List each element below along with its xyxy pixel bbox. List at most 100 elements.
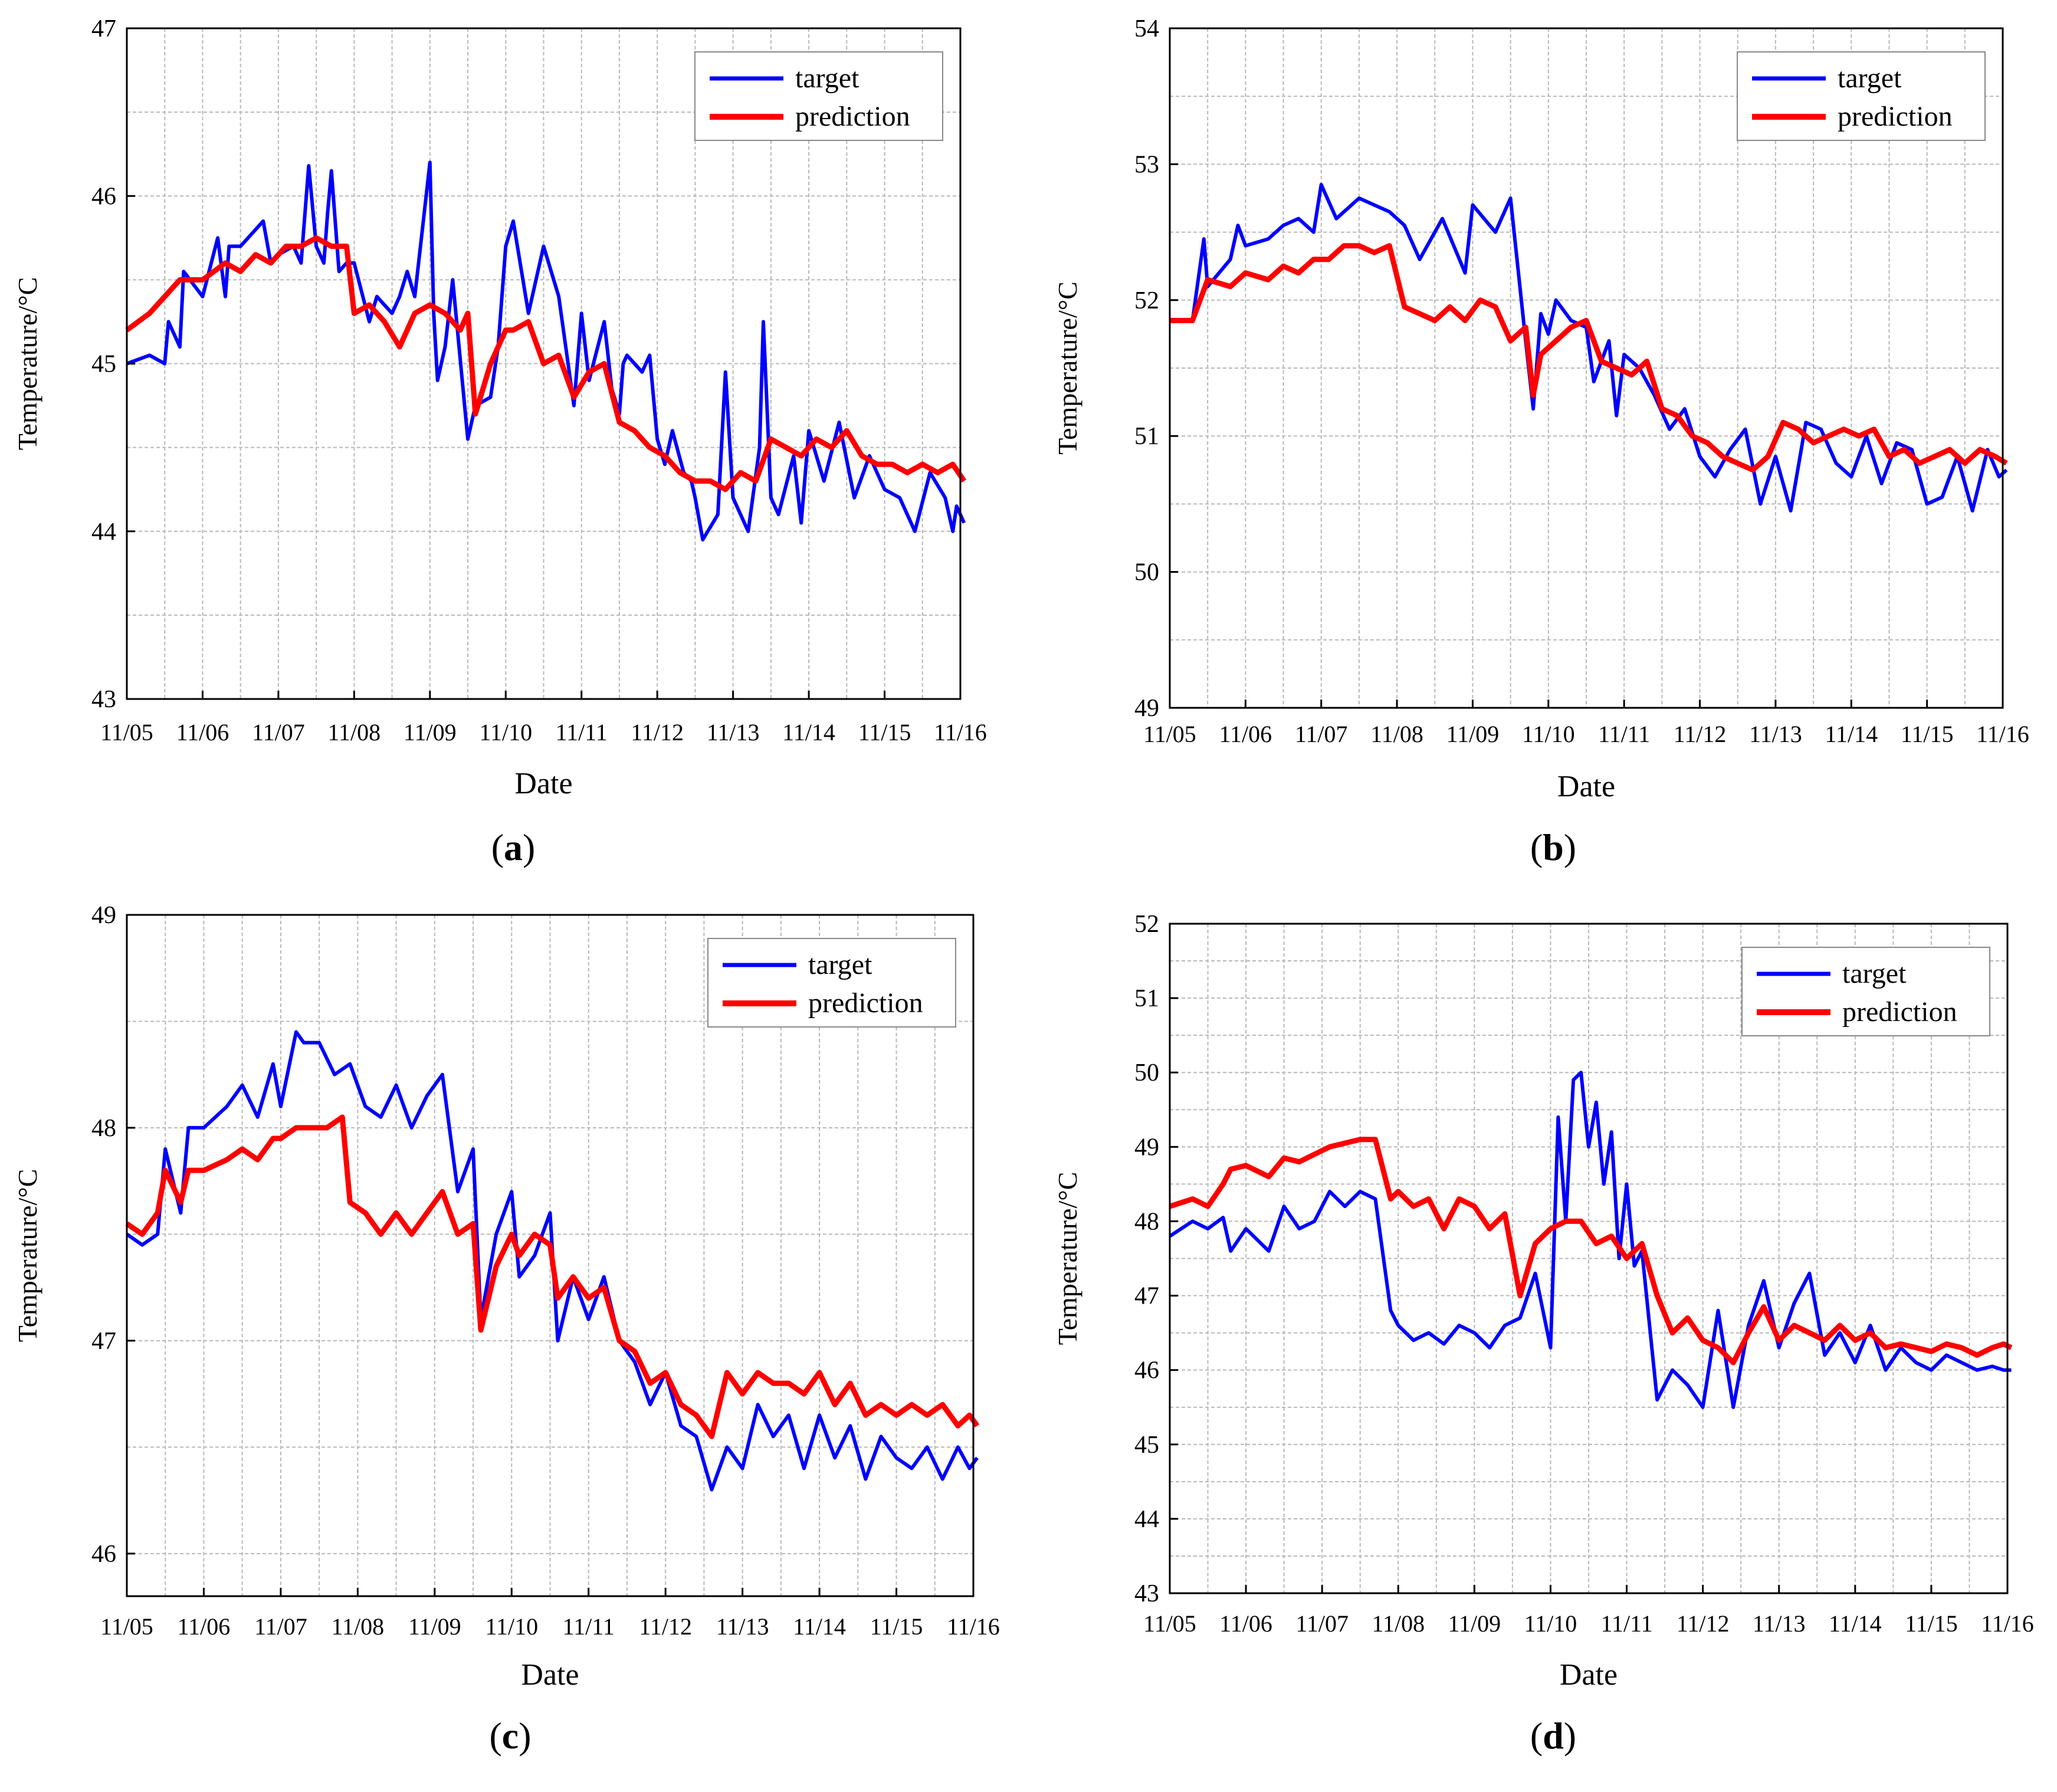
y-tick-label: 54	[1134, 15, 1159, 42]
x-tick-label: 11/15	[1905, 1610, 1958, 1637]
x-tick-label: 11/16	[1981, 1610, 2034, 1637]
x-tick-label: 11/14	[1825, 721, 1878, 747]
x-axis-label: Date	[514, 767, 572, 800]
y-tick-label: 44	[1134, 1506, 1159, 1533]
y-axis-label: Temperature/°C	[1052, 1172, 1082, 1345]
y-tick-label: 45	[91, 351, 116, 378]
chart-panel-c: 46 47 48 49 11/05 11/06 11/07 11/08 11/09 11/10 11…	[0, 894, 1028, 1789]
series-line-prediction	[1170, 243, 2008, 473]
y-tick-label: 50	[1134, 1059, 1159, 1087]
y-tick-label: 51	[1134, 985, 1159, 1012]
x-tick-label: 11/14	[793, 1613, 846, 1640]
x-tick-label: 11/10	[1524, 1610, 1577, 1637]
x-axis-label: Date	[521, 1658, 579, 1692]
y-tick-label: 46	[91, 183, 116, 210]
y-tick-label: 43	[91, 686, 116, 713]
x-tick-label: 11/14	[782, 719, 835, 746]
x-tick-label: 11/09	[408, 1613, 461, 1640]
panel-letter: c	[501, 1715, 519, 1757]
x-tick-label: 11/10	[1522, 721, 1575, 747]
y-tick-label: 51	[1134, 423, 1159, 450]
y-tick-label: 52	[1134, 911, 1159, 938]
x-tick-label: 11/15	[858, 719, 911, 746]
x-tick-label: 11/13	[716, 1613, 769, 1640]
legend-prediction-label: prediction	[1842, 996, 1957, 1028]
y-tick-label: 47	[91, 15, 116, 42]
panel-caption: (d)	[1530, 1715, 1577, 1757]
x-tick-label: 11/09	[403, 719, 457, 746]
x-tick-label: 11/05	[1143, 721, 1196, 747]
chart-a-svg: 43 44 45 46 47 11/05 11/06 11/07 11/08 11/09 11/10…	[12, 15, 987, 800]
x-tick-label: 11/06	[178, 1613, 231, 1640]
x-tick-label: 11/12	[639, 1613, 692, 1640]
x-tick-label: 11/10	[479, 719, 532, 746]
y-tick-label: 52	[1134, 287, 1159, 314]
series-line-target	[126, 160, 966, 541]
x-tick-label: 11/05	[100, 719, 153, 746]
panel-letter: a	[504, 826, 523, 868]
x-tick-label: 11/08	[1370, 721, 1423, 747]
panel-letter: b	[1543, 826, 1564, 868]
chart-panel-b: 49 50 51 52 53 54 11/05 11/06 11/07 11/08 11/09 11/…	[1028, 0, 2057, 894]
x-tick-label: 11/08	[328, 719, 381, 746]
panel-caption: (b)	[1530, 826, 1577, 868]
x-tick-label: 11/11	[1600, 1610, 1652, 1637]
y-tick-label: 46	[1134, 1357, 1159, 1384]
x-tick-label: 11/08	[332, 1613, 385, 1640]
legend-prediction-label: prediction	[1838, 101, 1953, 132]
chart-panel-d: 43 44 45 46 47 48 49 50 51 52 11/05 11/06 11/07 11/08…	[1028, 894, 2057, 1789]
x-tick-label: 11/16	[934, 719, 987, 746]
series-line-prediction	[125, 235, 967, 493]
x-tick-label: 11/11	[563, 1613, 615, 1640]
y-axis-label: Temperature/°C	[12, 277, 42, 451]
y-tick-label: 50	[1134, 559, 1159, 586]
x-tick-label: 11/16	[1976, 721, 2029, 747]
y-tick-label: 49	[91, 902, 116, 929]
panel-caption: (c)	[489, 1715, 532, 1757]
legend-prediction-label: prediction	[808, 987, 923, 1019]
x-tick-label: 11/15	[1901, 721, 1954, 747]
plot-frame	[126, 914, 975, 1597]
x-tick-label: 11/06	[1219, 1610, 1272, 1637]
y-tick-label: 47	[1134, 1283, 1159, 1310]
x-tick-label: 11/12	[1674, 721, 1727, 747]
y-tick-label: 45	[1134, 1432, 1159, 1459]
x-tick-label: 11/13	[1749, 721, 1802, 747]
chart-d-svg: 43 44 45 46 47 48 49 50 51 52 11/05 11/06 11/07 11/08…	[1052, 911, 2034, 1692]
x-tick-label: 11/06	[1219, 721, 1272, 747]
x-axis-label: Date	[1560, 1658, 1618, 1692]
x-tick-label: 11/13	[707, 719, 760, 746]
x-tick-label: 11/14	[1829, 1610, 1882, 1637]
chart-b-svg: 49 50 51 52 53 54 11/05 11/06 11/07 11/08 11/09 11/…	[1052, 15, 2029, 803]
legend-target-label: target	[1838, 63, 1902, 94]
legend-box	[694, 51, 943, 141]
series-line-target	[126, 1030, 979, 1492]
plot-frame	[1169, 27, 2004, 709]
series-line-target	[1170, 183, 2008, 513]
panel-letter: d	[1543, 1715, 1564, 1757]
y-tick-label: 53	[1134, 151, 1159, 178]
panel-caption: (a)	[491, 826, 536, 868]
x-tick-label: 11/05	[1143, 1610, 1196, 1637]
x-tick-label: 11/15	[870, 1613, 923, 1640]
x-tick-label: 11/13	[1753, 1610, 1806, 1637]
y-tick-label: 44	[91, 518, 116, 546]
x-tick-label: 11/07	[254, 1613, 307, 1640]
x-tick-label: 11/07	[1295, 721, 1348, 747]
x-tick-label: 11/11	[1598, 721, 1650, 747]
y-tick-label: 49	[1134, 1134, 1159, 1161]
x-tick-label: 11/06	[176, 719, 229, 746]
chart-panel-a: 43 44 45 46 47 11/05 11/06 11/07 11/08 11/09 11/10…	[0, 0, 1028, 894]
y-tick-label: 48	[91, 1115, 116, 1142]
y-tick-label: 49	[1134, 695, 1159, 722]
x-tick-label: 11/16	[947, 1613, 1000, 1640]
x-axis-label: Date	[1557, 770, 1615, 803]
legend-box	[707, 938, 956, 1028]
x-tick-label: 11/09	[1446, 721, 1500, 747]
x-tick-label: 11/07	[252, 719, 305, 746]
legend-target-label: target	[1842, 958, 1907, 989]
x-tick-label: 11/10	[485, 1613, 538, 1640]
legend-box	[1737, 51, 1986, 141]
x-tick-label: 11/09	[1448, 1610, 1501, 1637]
x-tick-label: 11/12	[1677, 1610, 1730, 1637]
